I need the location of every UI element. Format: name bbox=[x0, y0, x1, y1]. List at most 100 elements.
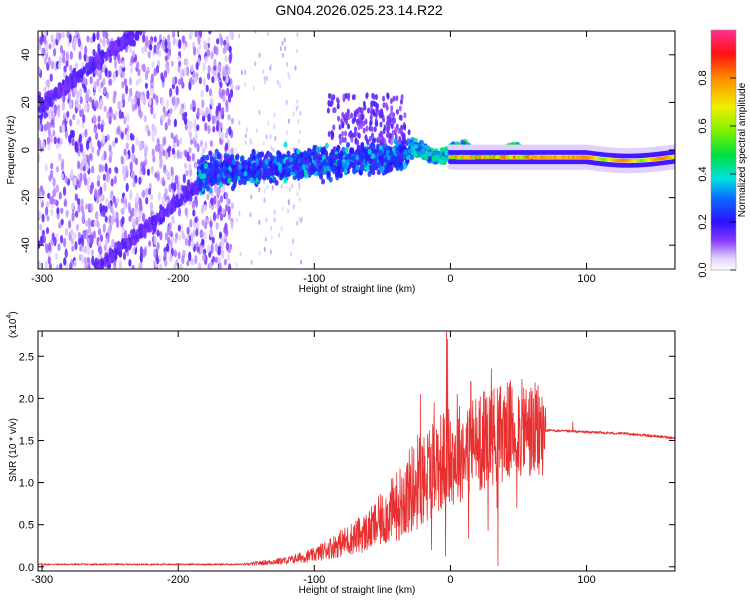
spectrogram-cell bbox=[109, 149, 113, 158]
spectrogram-cell bbox=[202, 253, 206, 262]
spectrogram-cell bbox=[43, 110, 47, 119]
spectrogram-cell bbox=[175, 98, 179, 108]
spectrogram-cell bbox=[217, 71, 221, 79]
spectrogram-cell bbox=[194, 75, 198, 83]
spectrogram-cell bbox=[90, 182, 94, 190]
spectrogram-cell bbox=[138, 77, 142, 84]
spectrogram-cell bbox=[287, 199, 290, 205]
spectrogram-cell bbox=[164, 122, 168, 131]
spectrogram-cell bbox=[227, 114, 231, 121]
spectrogram-cell bbox=[156, 257, 160, 265]
spectrogram-cell bbox=[263, 197, 266, 203]
spectrogram-cell bbox=[162, 180, 166, 187]
spectrogram-cell bbox=[336, 166, 341, 173]
spectrogram-cell bbox=[90, 249, 94, 257]
spectrogram-cell bbox=[110, 205, 114, 214]
spectrogram-cell bbox=[49, 73, 53, 82]
spectrogram-cell bbox=[159, 217, 163, 225]
spectrogram-cell bbox=[346, 108, 350, 115]
spectrogram-cell bbox=[349, 147, 354, 154]
spectrogram-cell bbox=[129, 229, 134, 237]
spectrogram-cell bbox=[302, 164, 306, 171]
spectrogram-cell bbox=[59, 138, 63, 145]
spectrogram-cell bbox=[129, 39, 133, 47]
spectrogram-cell bbox=[70, 82, 74, 90]
spectrogram-cell bbox=[367, 107, 370, 114]
spectrogram-cell bbox=[211, 76, 215, 84]
spectrogram-cell bbox=[225, 88, 229, 97]
spectrogram-cell bbox=[185, 169, 189, 177]
spectrogram-cell bbox=[395, 108, 399, 115]
spectrogram-cell bbox=[127, 95, 132, 103]
spectrogram-cell bbox=[281, 168, 286, 175]
spectrogram-cell bbox=[189, 120, 193, 130]
spectrogram-cell bbox=[376, 103, 379, 109]
spectrogram-cell bbox=[332, 94, 336, 101]
spectrogram-cell bbox=[265, 76, 268, 81]
spectrogram-cell bbox=[228, 31, 233, 39]
spectrogram-cell bbox=[165, 47, 169, 54]
spectrogram-cell bbox=[168, 229, 172, 237]
spectrogram-cell bbox=[98, 163, 102, 173]
spectrogram-cell bbox=[239, 251, 242, 257]
spectrogram-cell bbox=[196, 107, 201, 117]
spectrogram-cell bbox=[209, 140, 213, 147]
spectrogram-cell bbox=[54, 252, 59, 261]
spectrogram-cell bbox=[122, 251, 127, 261]
spectrogram-cell bbox=[81, 214, 85, 224]
spectrogram-cell bbox=[40, 234, 44, 245]
spectrogram-cell bbox=[369, 167, 374, 174]
spectrogram-cell bbox=[99, 246, 103, 256]
spectrogram-cell bbox=[230, 117, 234, 125]
spectrogram-cell bbox=[83, 85, 87, 93]
spectrogram-cell bbox=[143, 45, 148, 53]
spectrogram-cell bbox=[38, 106, 42, 114]
spectrogram-cell bbox=[166, 204, 170, 212]
spectrogram-cell bbox=[209, 229, 213, 238]
spectrogram-cell bbox=[108, 56, 113, 63]
spectrogram-cell bbox=[219, 162, 224, 169]
spectrogram-cell bbox=[209, 97, 213, 105]
spectrogram-cell bbox=[193, 46, 197, 56]
spectrogram-cell bbox=[173, 249, 177, 258]
spectrogram-cell bbox=[199, 164, 204, 171]
spectrogram-cell bbox=[202, 77, 207, 87]
spectrogram-cell bbox=[137, 215, 141, 223]
spectrogram-cell bbox=[121, 81, 125, 89]
spectrogram-cell bbox=[150, 105, 154, 115]
spectrogram-cell bbox=[146, 90, 150, 100]
spectrogram-cell bbox=[136, 61, 140, 69]
spectrogram-cell bbox=[136, 90, 140, 98]
spectrogram-cell bbox=[77, 160, 81, 170]
spectrogram-cell bbox=[227, 147, 232, 155]
spectrogram-cell bbox=[102, 78, 106, 86]
spectrogram-cell bbox=[129, 87, 133, 98]
spectrogram-cell bbox=[346, 141, 350, 148]
spectrogram-cell bbox=[116, 242, 121, 250]
spectrogram-cell bbox=[205, 185, 210, 192]
spectrogram-cell bbox=[326, 171, 331, 178]
spectrogram-cell bbox=[92, 32, 96, 42]
spectrogram-cell bbox=[145, 196, 149, 205]
spectrogram-cell bbox=[164, 187, 168, 198]
spectrogram-cell bbox=[87, 88, 91, 96]
spectrogram-cell bbox=[311, 167, 316, 174]
spectrogram-cell bbox=[312, 154, 317, 161]
spectrogram-cell bbox=[423, 155, 429, 161]
spectrogram-cell bbox=[343, 136, 347, 143]
spectrogram-cell bbox=[38, 117, 41, 125]
spectrogram-cell bbox=[71, 245, 75, 252]
spectrogram-cell bbox=[155, 94, 159, 104]
spectrogram-cell bbox=[204, 122, 208, 132]
spectrogram-cell bbox=[45, 101, 50, 108]
spectrogram-cell bbox=[382, 102, 386, 109]
spectrogram-cell bbox=[75, 98, 79, 109]
spectrogram-cell bbox=[403, 112, 407, 119]
spectrogram-cell bbox=[197, 34, 201, 45]
spectrogram-cell bbox=[167, 40, 171, 51]
spectrogram-cell bbox=[85, 92, 89, 103]
spectrogram-cell bbox=[296, 220, 299, 226]
spectrogram-cell bbox=[126, 112, 130, 123]
spectrogram-cell bbox=[76, 90, 80, 101]
spectrogram-cell bbox=[341, 112, 345, 118]
